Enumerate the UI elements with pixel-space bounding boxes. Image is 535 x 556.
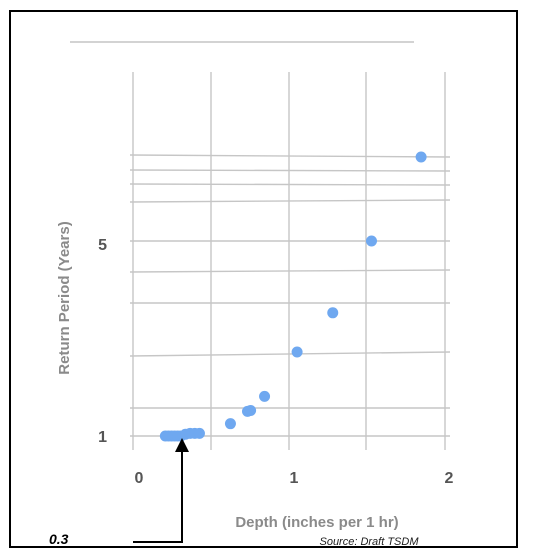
data-point-0-15 <box>327 307 339 319</box>
horizontal-gridline-1 <box>129 169 451 172</box>
data-point-0-16 <box>366 235 377 247</box>
x-axis-label: Depth (inches per 1 hr) <box>235 514 398 531</box>
horizontal-gridline-7 <box>129 351 451 357</box>
x-tick-1: 1 <box>290 470 299 487</box>
y-axis-label: Return Period (Years) <box>56 221 73 374</box>
annotation-value: 0.3 <box>49 531 69 547</box>
data-point-0-9 <box>193 427 205 439</box>
gridlines <box>129 72 451 450</box>
data-points <box>159 151 427 442</box>
data-point-0-17 <box>415 151 427 163</box>
horizontal-gridline-3 <box>129 199 451 203</box>
data-point-0-13 <box>259 390 271 402</box>
figure-frame <box>9 10 518 548</box>
data-point-0-10 <box>224 418 236 430</box>
y-tick-5: 5 <box>98 237 107 254</box>
data-point-0-12 <box>245 404 257 416</box>
x-tick-0: 0 <box>135 470 144 487</box>
y-tick-1: 1 <box>98 429 107 446</box>
annotation-arrow <box>133 438 189 543</box>
x-tick-2: 2 <box>445 470 454 487</box>
source-note: Source: Draft TSDM <box>319 536 419 548</box>
horizontal-gridline-0 <box>129 154 451 158</box>
data-point-0-14 <box>291 346 303 358</box>
horizontal-gridline-2 <box>129 183 451 186</box>
horizontal-gridline-5 <box>129 269 451 273</box>
